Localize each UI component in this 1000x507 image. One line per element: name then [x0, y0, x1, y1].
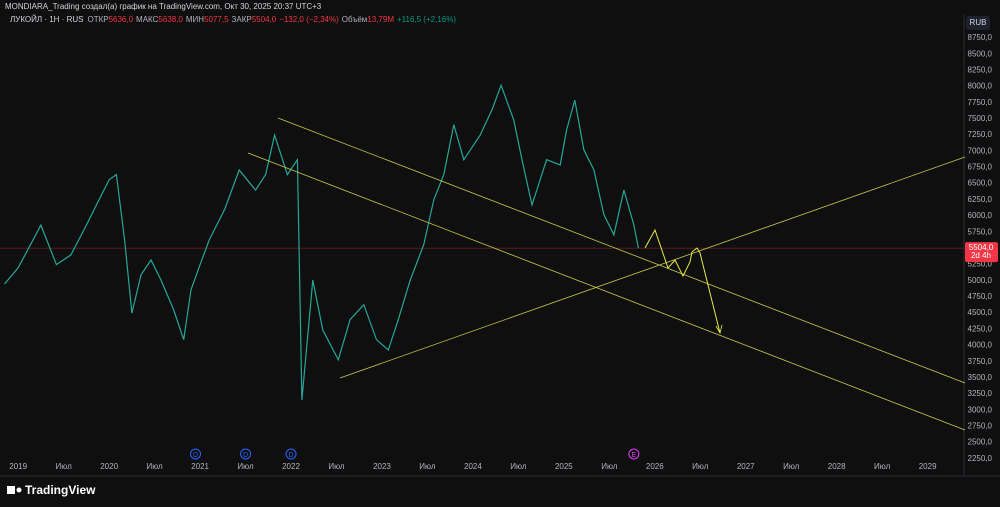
- event-marker: [285, 448, 297, 460]
- x-tick-label: 2021: [191, 462, 209, 471]
- y-tick-label: 4000,0: [968, 341, 993, 350]
- symbol: ЛУКОЙЛ · 1Н · RUS: [10, 15, 83, 24]
- credit: MONDIARA_Trading создал(а) график на Tra…: [5, 2, 322, 11]
- x-tick-label: Июл: [56, 462, 73, 471]
- y-tick-label: 8750,0: [968, 33, 993, 42]
- x-tick-label: Июл: [601, 462, 618, 471]
- y-tick-label: 6250,0: [968, 195, 993, 204]
- x-tick-label: Июл: [328, 462, 345, 471]
- event-label: D: [288, 452, 293, 459]
- price-tag: [965, 242, 998, 263]
- x-tick-label: Июл: [692, 462, 709, 471]
- value: 5077,5: [204, 15, 229, 24]
- logo-mark: [7, 486, 15, 494]
- value: 13,79M: [367, 15, 394, 24]
- legend: ЛУКОЙЛ · 1Н · RUS ОТКР5636,0 МАКС5638,0 МИН…: [10, 15, 456, 24]
- y-tick-label: 3250,0: [968, 389, 993, 398]
- y-tick-label: 3000,0: [968, 405, 993, 414]
- y-tick-label: 8250,0: [968, 65, 993, 74]
- value: 5504,0: [252, 15, 277, 24]
- x-tick-label: 2026: [646, 462, 664, 471]
- y-tick-label: 4250,0: [968, 324, 993, 333]
- trend-line: [339, 156, 966, 379]
- y-tick-label: 5000,0: [968, 276, 993, 285]
- y-tick-label: 4500,0: [968, 308, 993, 317]
- y-tick-label: 6500,0: [968, 179, 993, 188]
- y-tick-label: 2500,0: [968, 438, 993, 447]
- event-label: D: [243, 452, 248, 459]
- event-label: D: [193, 452, 198, 459]
- x-tick-label: 2024: [464, 462, 482, 471]
- currency-label[interactable]: RUB: [970, 18, 987, 27]
- y-tick-label: 7250,0: [968, 130, 993, 139]
- currency-button[interactable]: [966, 16, 990, 30]
- x-tick-label: 2027: [737, 462, 755, 471]
- y-tick-label: 6750,0: [968, 163, 993, 172]
- label: ОТКР: [87, 15, 108, 24]
- label: МИН: [186, 15, 204, 24]
- x-tick-label: 2023: [373, 462, 391, 471]
- y-tick-label: 5750,0: [968, 227, 993, 236]
- logo-mark: [16, 487, 22, 493]
- x-tick-label: Июл: [783, 462, 800, 471]
- price-tag-value: 5504,0: [969, 243, 994, 252]
- value: +116,5 (+2,16%): [397, 15, 456, 24]
- value: 5636,0: [109, 15, 134, 24]
- x-tick-label: 2025: [555, 462, 573, 471]
- event-label: E: [632, 452, 637, 459]
- x-tick-label: 2028: [828, 462, 846, 471]
- y-tick-label: 7500,0: [968, 114, 993, 123]
- y-tick-label: 8500,0: [968, 49, 993, 58]
- drawings: [247, 117, 966, 431]
- y-tick-label: 7750,0: [968, 98, 993, 107]
- y-tick-label: 3750,0: [968, 357, 993, 366]
- x-tick-label: Июл: [237, 462, 254, 471]
- event-marker: [628, 448, 640, 460]
- y-tick-label: 5250,0: [968, 260, 993, 269]
- y-tick-label: 8000,0: [968, 82, 993, 91]
- label: Объём: [342, 15, 368, 24]
- logo-text: TradingView: [25, 483, 96, 497]
- x-tick-label: 2020: [100, 462, 118, 471]
- y-tick-label: 2750,0: [968, 422, 993, 431]
- value: −132,0 (−2,34%): [279, 15, 339, 24]
- x-tick-label: 2029: [919, 462, 937, 471]
- x-tick-label: Июл: [874, 462, 891, 471]
- x-tick-label: Июл: [419, 462, 436, 471]
- y-tick-label: 6000,0: [968, 211, 993, 220]
- trend-line: [247, 152, 966, 431]
- x-tick-label: Июл: [510, 462, 527, 471]
- x-tick-label: Июл: [146, 462, 163, 471]
- logo: TradingView: [7, 483, 96, 497]
- price-tag-countdown: 2d 4h: [971, 251, 991, 260]
- label: ЗАКР: [232, 15, 252, 24]
- x-tick-label: 2019: [9, 462, 27, 471]
- label: МАКС: [136, 15, 159, 24]
- y-tick-label: 4750,0: [968, 292, 993, 301]
- trend-line: [277, 117, 966, 384]
- y-tick-label: 3500,0: [968, 373, 993, 382]
- value: 5638,0: [158, 15, 183, 24]
- event-marker: [240, 448, 252, 460]
- event-marker: [190, 448, 202, 460]
- projection: [644, 228, 721, 334]
- arrow-head: [715, 324, 723, 335]
- y-tick-label: 2250,0: [968, 454, 993, 463]
- y-tick-label: 7000,0: [968, 146, 993, 155]
- x-tick-label: 2022: [282, 462, 300, 471]
- price-line: [4, 83, 639, 400]
